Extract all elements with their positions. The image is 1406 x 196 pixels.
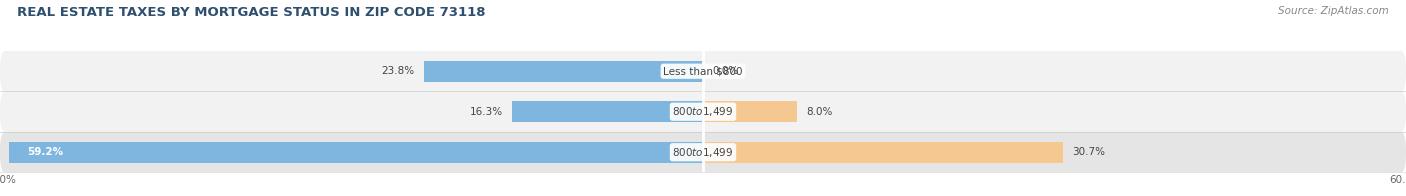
Text: $800 to $1,499: $800 to $1,499 [672,105,734,118]
Text: 0.0%: 0.0% [713,66,738,76]
Text: 16.3%: 16.3% [470,107,503,117]
Bar [703,101,797,122]
Bar [512,101,703,122]
Text: REAL ESTATE TAXES BY MORTGAGE STATUS IN ZIP CODE 73118: REAL ESTATE TAXES BY MORTGAGE STATUS IN … [17,6,485,19]
Text: 59.2%: 59.2% [27,147,63,157]
FancyBboxPatch shape [0,132,1406,172]
Text: Less than $800: Less than $800 [664,66,742,76]
Text: Source: ZipAtlas.com: Source: ZipAtlas.com [1278,6,1389,16]
Text: 8.0%: 8.0% [806,107,832,117]
Text: 30.7%: 30.7% [1073,147,1105,157]
Text: 23.8%: 23.8% [381,66,415,76]
Text: $800 to $1,499: $800 to $1,499 [672,146,734,159]
FancyBboxPatch shape [0,92,1406,132]
FancyBboxPatch shape [0,51,1406,92]
Bar [703,142,1063,163]
Bar [10,142,703,163]
Bar [425,61,703,82]
